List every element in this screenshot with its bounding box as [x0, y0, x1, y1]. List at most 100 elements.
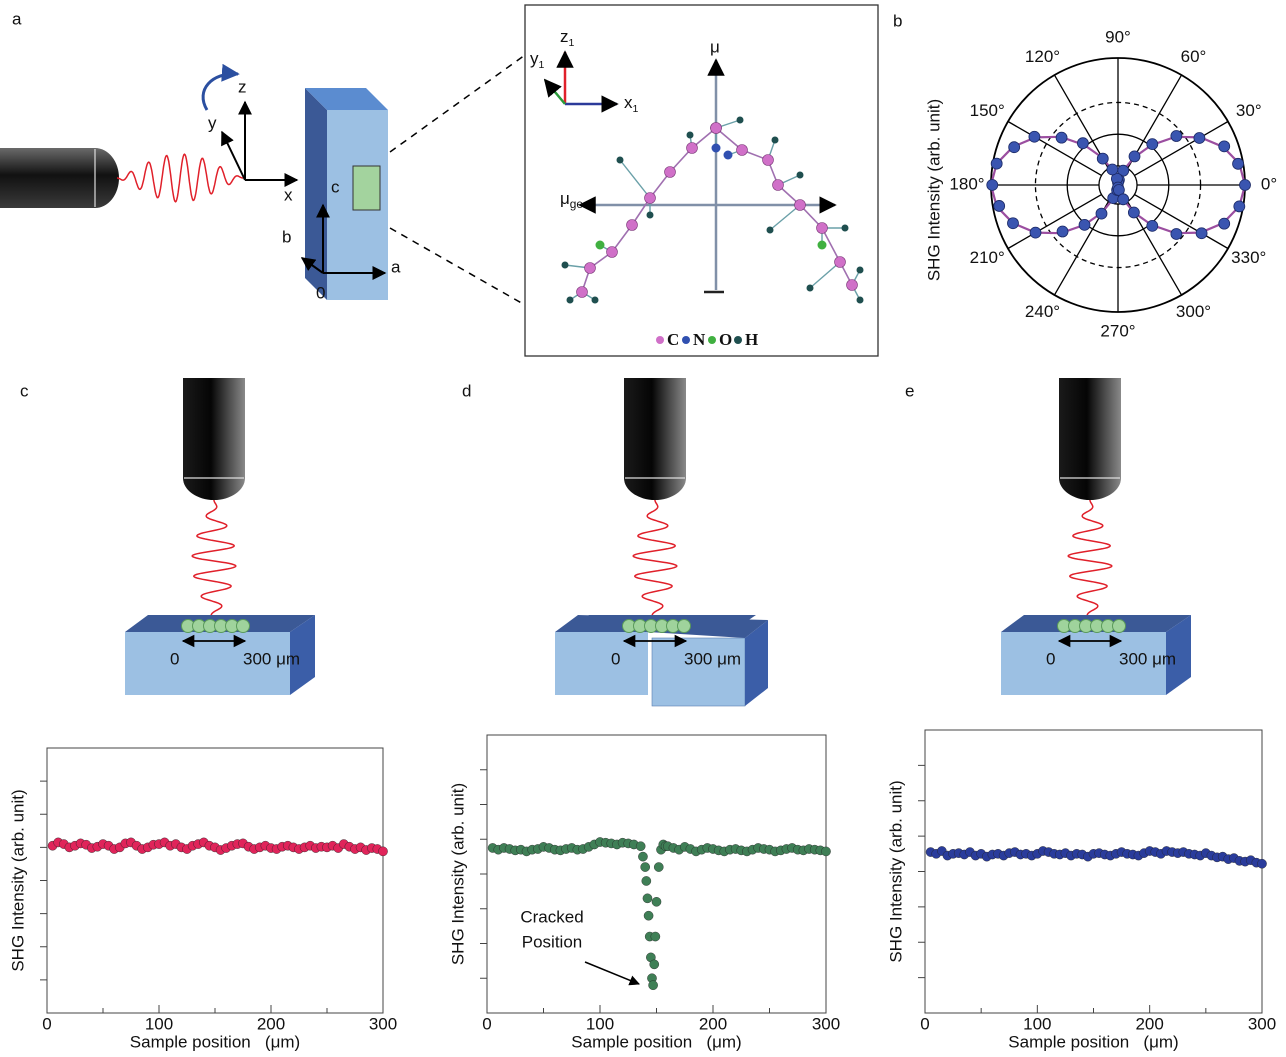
atom	[846, 279, 858, 291]
legend-dot	[656, 336, 664, 344]
data-point	[1028, 130, 1041, 143]
plot-frame	[486, 734, 827, 1014]
atom	[576, 286, 588, 298]
atom	[595, 240, 605, 250]
scan-spot	[677, 619, 691, 633]
zoom-line	[389, 54, 526, 153]
sample-side	[745, 620, 768, 706]
sample-side	[1166, 615, 1191, 695]
panel-label: a	[12, 9, 22, 28]
scan-start: 0	[611, 649, 620, 668]
data-point	[1146, 219, 1159, 232]
atom	[834, 256, 846, 268]
atom	[711, 143, 721, 153]
objective-tip	[95, 148, 119, 208]
bond	[619, 159, 651, 199]
legend-dot	[708, 336, 716, 344]
x-tick-label: 300	[1248, 1014, 1276, 1033]
atom	[766, 226, 774, 234]
label-main: y	[530, 49, 539, 68]
laser-wave	[1067, 500, 1113, 622]
axis-label: z1	[560, 27, 575, 48]
data-point	[993, 200, 1006, 212]
objective-tip	[1059, 478, 1121, 500]
x-tick-label: 0	[482, 1014, 491, 1033]
label-sub: 1	[633, 103, 639, 115]
grid-spoke	[1134, 193, 1229, 250]
data-point	[650, 931, 661, 942]
atom	[606, 246, 618, 258]
data-point	[1193, 132, 1206, 144]
data-point	[1029, 226, 1042, 239]
data-point	[1078, 218, 1091, 231]
annotation: Cracked	[520, 907, 583, 926]
atom	[616, 156, 624, 164]
y-axis-label: SHG Intensity (arb. unit)	[886, 780, 905, 962]
theta-tick-label: 330°	[1231, 248, 1266, 267]
label-main: z	[560, 27, 569, 46]
x-tick-label: 200	[699, 1014, 727, 1033]
laser-wave	[117, 153, 243, 203]
data-point	[640, 862, 651, 872]
atom	[762, 154, 774, 166]
panel-label: c	[20, 381, 29, 400]
data-point	[653, 862, 664, 872]
scan-start: 0	[1046, 649, 1055, 668]
theta-tick-label: 0°	[1261, 174, 1277, 193]
annotation-arrow	[584, 961, 640, 986]
atom	[736, 144, 748, 156]
atom	[856, 266, 864, 274]
sample-front	[651, 637, 746, 707]
data-point	[1170, 130, 1183, 142]
atom	[816, 222, 828, 234]
objective	[624, 378, 686, 478]
atom	[772, 179, 784, 191]
data-point	[1095, 207, 1108, 220]
crystal-face	[352, 165, 381, 211]
axis-label: a	[391, 257, 401, 276]
x-tick-label: 0	[42, 1014, 51, 1033]
y-axis-label: SHG Intensity (arb. unit)	[924, 99, 943, 281]
bond	[809, 261, 841, 289]
data-point	[651, 897, 662, 907]
scan-spot	[1112, 619, 1126, 633]
axis-label: y1	[530, 49, 545, 70]
objective	[1059, 378, 1121, 478]
atom	[856, 296, 864, 304]
data-point	[641, 876, 652, 886]
data-point	[649, 959, 660, 970]
data-point	[1233, 200, 1246, 213]
atom	[841, 224, 849, 232]
inset-axis	[543, 78, 566, 105]
scan-end: 300 μm	[243, 649, 300, 668]
atom	[796, 171, 804, 179]
legend-label: C	[667, 330, 679, 349]
plot-frame	[46, 747, 384, 1014]
atom	[710, 122, 722, 134]
legend-dot	[682, 336, 690, 344]
data-point	[642, 893, 653, 904]
atom	[561, 261, 569, 269]
data-point	[1117, 193, 1130, 206]
x-axis-label: Sample position (μm)	[571, 1032, 741, 1051]
bond	[769, 204, 801, 231]
atom	[806, 284, 814, 292]
axis-label: x1	[624, 93, 639, 114]
x-tick-label: 300	[369, 1014, 397, 1033]
axis-label: 0	[316, 283, 325, 302]
axis-label: c	[331, 177, 340, 196]
x-axis-label: Sample position (μm)	[130, 1032, 300, 1051]
data-point	[1076, 137, 1089, 150]
y-axis-label: SHG Intensity (arb. unit)	[8, 789, 27, 971]
data-point	[1096, 152, 1109, 165]
axis-label: x	[284, 185, 293, 204]
theta-tick-label: 270°	[1100, 321, 1135, 340]
x-tick-label: 300	[812, 1014, 840, 1033]
axis-arrow	[221, 130, 246, 181]
label-main: x	[624, 93, 633, 112]
legend-label: O	[719, 330, 732, 349]
scan-start: 0	[170, 649, 179, 668]
legend-label: H	[745, 330, 758, 349]
atom	[686, 131, 694, 139]
